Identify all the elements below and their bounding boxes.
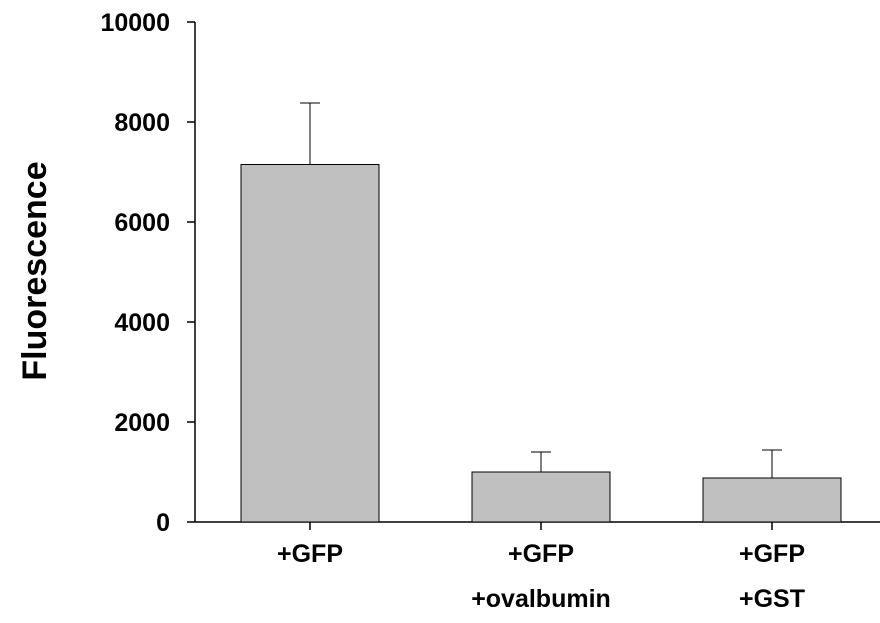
bar	[702, 477, 842, 523]
x-category-label: +GFP	[508, 540, 574, 568]
y-tick-label: 4000	[114, 309, 170, 337]
y-axis-title: Fluorescence	[16, 161, 54, 380]
x-category-label: +ovalbumin	[471, 585, 611, 613]
x-category-label: +GFP	[277, 540, 343, 568]
bars	[240, 102, 842, 523]
y-tick-label: 8000	[114, 109, 170, 137]
y-tick-label: 2000	[114, 409, 170, 437]
x-category-label: +GST	[739, 585, 805, 613]
x-axis-labels: +GFP +GFP +ovalbumin +GFP +GST	[277, 522, 805, 613]
bar	[240, 164, 380, 523]
x-category-label: +GFP	[739, 540, 805, 568]
y-tick-label: 10000	[100, 9, 170, 37]
y-axis-ticks: 0 2000 4000 6000 8000 10000	[100, 9, 195, 537]
y-tick-label: 0	[156, 509, 170, 537]
y-tick-label: 6000	[114, 209, 170, 237]
bar	[471, 471, 611, 523]
